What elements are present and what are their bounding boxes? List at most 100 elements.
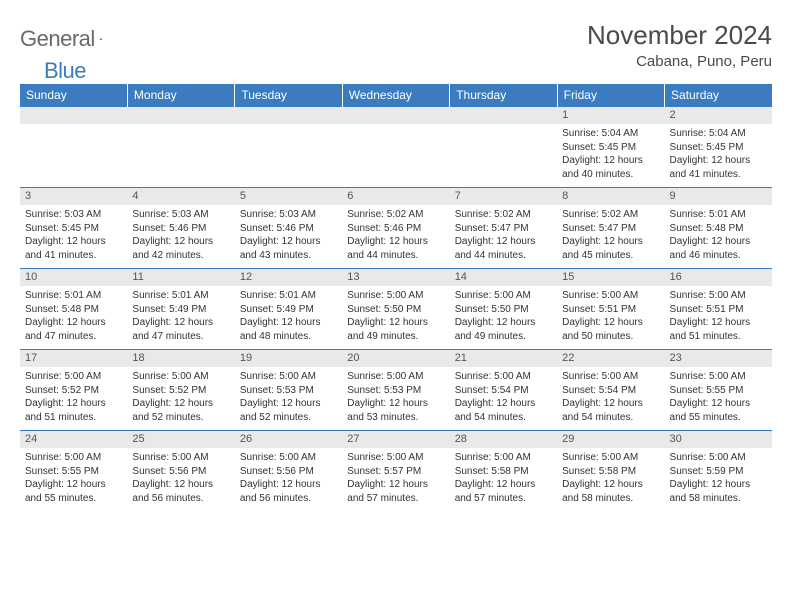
day-body: Sunrise: 5:03 AMSunset: 5:46 PMDaylight:… xyxy=(235,205,342,268)
daylight-text: Daylight: 12 hours and 40 minutes. xyxy=(562,154,659,181)
calendar-cell: 4Sunrise: 5:03 AMSunset: 5:46 PMDaylight… xyxy=(127,188,234,269)
sunrise-text: Sunrise: 5:00 AM xyxy=(347,289,444,303)
day-body: Sunrise: 5:01 AMSunset: 5:48 PMDaylight:… xyxy=(20,286,127,349)
calendar-cell: 25Sunrise: 5:00 AMSunset: 5:56 PMDayligh… xyxy=(127,431,234,512)
sunset-text: Sunset: 5:52 PM xyxy=(132,384,229,398)
day-body: Sunrise: 5:00 AMSunset: 5:58 PMDaylight:… xyxy=(557,448,664,511)
day-body: Sunrise: 5:00 AMSunset: 5:55 PMDaylight:… xyxy=(20,448,127,511)
calendar-body: 1Sunrise: 5:04 AMSunset: 5:45 PMDaylight… xyxy=(20,107,772,512)
calendar-cell-blank xyxy=(127,107,234,188)
sunrise-text: Sunrise: 5:00 AM xyxy=(455,451,552,465)
sunrise-text: Sunrise: 5:00 AM xyxy=(25,451,122,465)
sunset-text: Sunset: 5:55 PM xyxy=(25,465,122,479)
day-body xyxy=(235,124,342,180)
logo-text-blue: Blue xyxy=(44,58,86,84)
daylight-text: Daylight: 12 hours and 57 minutes. xyxy=(347,478,444,505)
day-body: Sunrise: 5:00 AMSunset: 5:56 PMDaylight:… xyxy=(127,448,234,511)
daylight-text: Daylight: 12 hours and 51 minutes. xyxy=(670,316,767,343)
calendar-cell: 3Sunrise: 5:03 AMSunset: 5:45 PMDaylight… xyxy=(20,188,127,269)
day-body: Sunrise: 5:02 AMSunset: 5:47 PMDaylight:… xyxy=(557,205,664,268)
sunrise-text: Sunrise: 5:03 AM xyxy=(132,208,229,222)
day-number: 29 xyxy=(557,431,664,448)
sunset-text: Sunset: 5:55 PM xyxy=(670,384,767,398)
sunrise-text: Sunrise: 5:00 AM xyxy=(670,370,767,384)
day-number: 15 xyxy=(557,269,664,286)
calendar-cell-blank xyxy=(342,107,449,188)
daylight-text: Daylight: 12 hours and 55 minutes. xyxy=(25,478,122,505)
sunrise-text: Sunrise: 5:00 AM xyxy=(562,289,659,303)
daylight-text: Daylight: 12 hours and 55 minutes. xyxy=(670,397,767,424)
day-number: 30 xyxy=(665,431,772,448)
sunset-text: Sunset: 5:57 PM xyxy=(347,465,444,479)
sunset-text: Sunset: 5:53 PM xyxy=(240,384,337,398)
sunset-text: Sunset: 5:49 PM xyxy=(240,303,337,317)
calendar-cell: 19 Sunrise: 5:00 AMSunset: 5:53 PMDayligh… xyxy=(235,350,342,431)
calendar-week-row: 1Sunrise: 5:04 AMSunset: 5:45 PMDaylight… xyxy=(20,107,772,188)
day-body: Sunrise: 5:02 AMSunset: 5:47 PMDaylight:… xyxy=(450,205,557,268)
daylight-text: Daylight: 12 hours and 51 minutes. xyxy=(25,397,122,424)
sunrise-text: Sunrise: 5:01 AM xyxy=(240,289,337,303)
calendar-cell: 5Sunrise: 5:03 AMSunset: 5:46 PMDaylight… xyxy=(235,188,342,269)
calendar-cell: 12Sunrise: 5:01 AMSunset: 5:49 PMDayligh… xyxy=(235,269,342,350)
day-body: Sunrise: 5:00 AMSunset: 5:51 PMDaylight:… xyxy=(557,286,664,349)
day-body: Sunrise: 5:01 AMSunset: 5:49 PMDaylight:… xyxy=(235,286,342,349)
day-number: 19 xyxy=(235,350,342,367)
weekday-header: Thursday xyxy=(450,84,557,107)
sunset-text: Sunset: 5:45 PM xyxy=(670,141,767,155)
day-body: Sunrise: 5:00 AMSunset: 5:52 PMDaylight:… xyxy=(127,367,234,430)
sunrise-text: Sunrise: 5:03 AM xyxy=(240,208,337,222)
daylight-text: Daylight: 12 hours and 56 minutes. xyxy=(132,478,229,505)
calendar-cell: 9Sunrise: 5:01 AMSunset: 5:48 PMDaylight… xyxy=(665,188,772,269)
sunset-text: Sunset: 5:46 PM xyxy=(132,222,229,236)
day-number: 14 xyxy=(450,269,557,286)
day-body: Sunrise: 5:00 AMSunset: 5:59 PMDaylight:… xyxy=(665,448,772,511)
sunrise-text: Sunrise: 5:04 AM xyxy=(562,127,659,141)
daylight-text: Daylight: 12 hours and 52 minutes. xyxy=(240,397,337,424)
sunset-text: Sunset: 5:47 PM xyxy=(455,222,552,236)
sunrise-text: Sunrise: 5:01 AM xyxy=(670,208,767,222)
sunrise-text: Sunrise: 5:00 AM xyxy=(670,451,767,465)
title-block: November 2024 Cabana, Puno, Peru xyxy=(587,20,772,70)
daylight-text: Daylight: 12 hours and 44 minutes. xyxy=(455,235,552,262)
weekday-header: Friday xyxy=(557,84,664,107)
sunrise-text: Sunrise: 5:00 AM xyxy=(455,370,552,384)
sunrise-text: Sunrise: 5:02 AM xyxy=(562,208,659,222)
calendar-cell: 11Sunrise: 5:01 AMSunset: 5:49 PMDayligh… xyxy=(127,269,234,350)
sunset-text: Sunset: 5:45 PM xyxy=(25,222,122,236)
day-number: 27 xyxy=(342,431,449,448)
sunset-text: Sunset: 5:53 PM xyxy=(347,384,444,398)
calendar-cell: 18Sunrise: 5:00 AMSunset: 5:52 PMDayligh… xyxy=(127,350,234,431)
sunset-text: Sunset: 5:48 PM xyxy=(25,303,122,317)
calendar-cell: 6Sunrise: 5:02 AMSunset: 5:46 PMDaylight… xyxy=(342,188,449,269)
logo-text-general: General xyxy=(20,26,95,52)
sunset-text: Sunset: 5:59 PM xyxy=(670,465,767,479)
sunrise-text: Sunrise: 5:00 AM xyxy=(132,370,229,384)
day-body: Sunrise: 5:04 AMSunset: 5:45 PMDaylight:… xyxy=(557,124,664,187)
day-number: 1 xyxy=(557,107,664,124)
calendar-week-row: 24Sunrise: 5:00 AMSunset: 5:55 PMDayligh… xyxy=(20,431,772,512)
daylight-text: Daylight: 12 hours and 53 minutes. xyxy=(347,397,444,424)
daylight-text: Daylight: 12 hours and 58 minutes. xyxy=(562,478,659,505)
calendar-cell: 29Sunrise: 5:00 AMSunset: 5:58 PMDayligh… xyxy=(557,431,664,512)
sunset-text: Sunset: 5:52 PM xyxy=(25,384,122,398)
calendar-cell: 20Sunrise: 5:00 AMSunset: 5:53 PMDayligh… xyxy=(342,350,449,431)
day-body xyxy=(20,124,127,180)
day-number: 23 xyxy=(665,350,772,367)
daylight-text: Daylight: 12 hours and 45 minutes. xyxy=(562,235,659,262)
sunrise-text: Sunrise: 5:00 AM xyxy=(240,370,337,384)
sunrise-text: Sunrise: 5:01 AM xyxy=(25,289,122,303)
sunset-text: Sunset: 5:50 PM xyxy=(455,303,552,317)
day-body: Sunrise: 5:00 AMSunset: 5:52 PMDaylight:… xyxy=(20,367,127,430)
calendar-cell: 24Sunrise: 5:00 AMSunset: 5:55 PMDayligh… xyxy=(20,431,127,512)
calendar-cell: 13Sunrise: 5:00 AMSunset: 5:50 PMDayligh… xyxy=(342,269,449,350)
daylight-text: Daylight: 12 hours and 49 minutes. xyxy=(455,316,552,343)
day-number: 6 xyxy=(342,188,449,205)
sunrise-text: Sunrise: 5:00 AM xyxy=(347,370,444,384)
day-body: Sunrise: 5:01 AMSunset: 5:49 PMDaylight:… xyxy=(127,286,234,349)
daylight-text: Daylight: 12 hours and 48 minutes. xyxy=(240,316,337,343)
day-body: Sunrise: 5:00 AMSunset: 5:54 PMDaylight:… xyxy=(557,367,664,430)
day-body: Sunrise: 5:02 AMSunset: 5:46 PMDaylight:… xyxy=(342,205,449,268)
day-body: Sunrise: 5:00 AMSunset: 5:50 PMDaylight:… xyxy=(342,286,449,349)
weekday-header: Monday xyxy=(127,84,234,107)
day-body: Sunrise: 5:03 AMSunset: 5:46 PMDaylight:… xyxy=(127,205,234,268)
